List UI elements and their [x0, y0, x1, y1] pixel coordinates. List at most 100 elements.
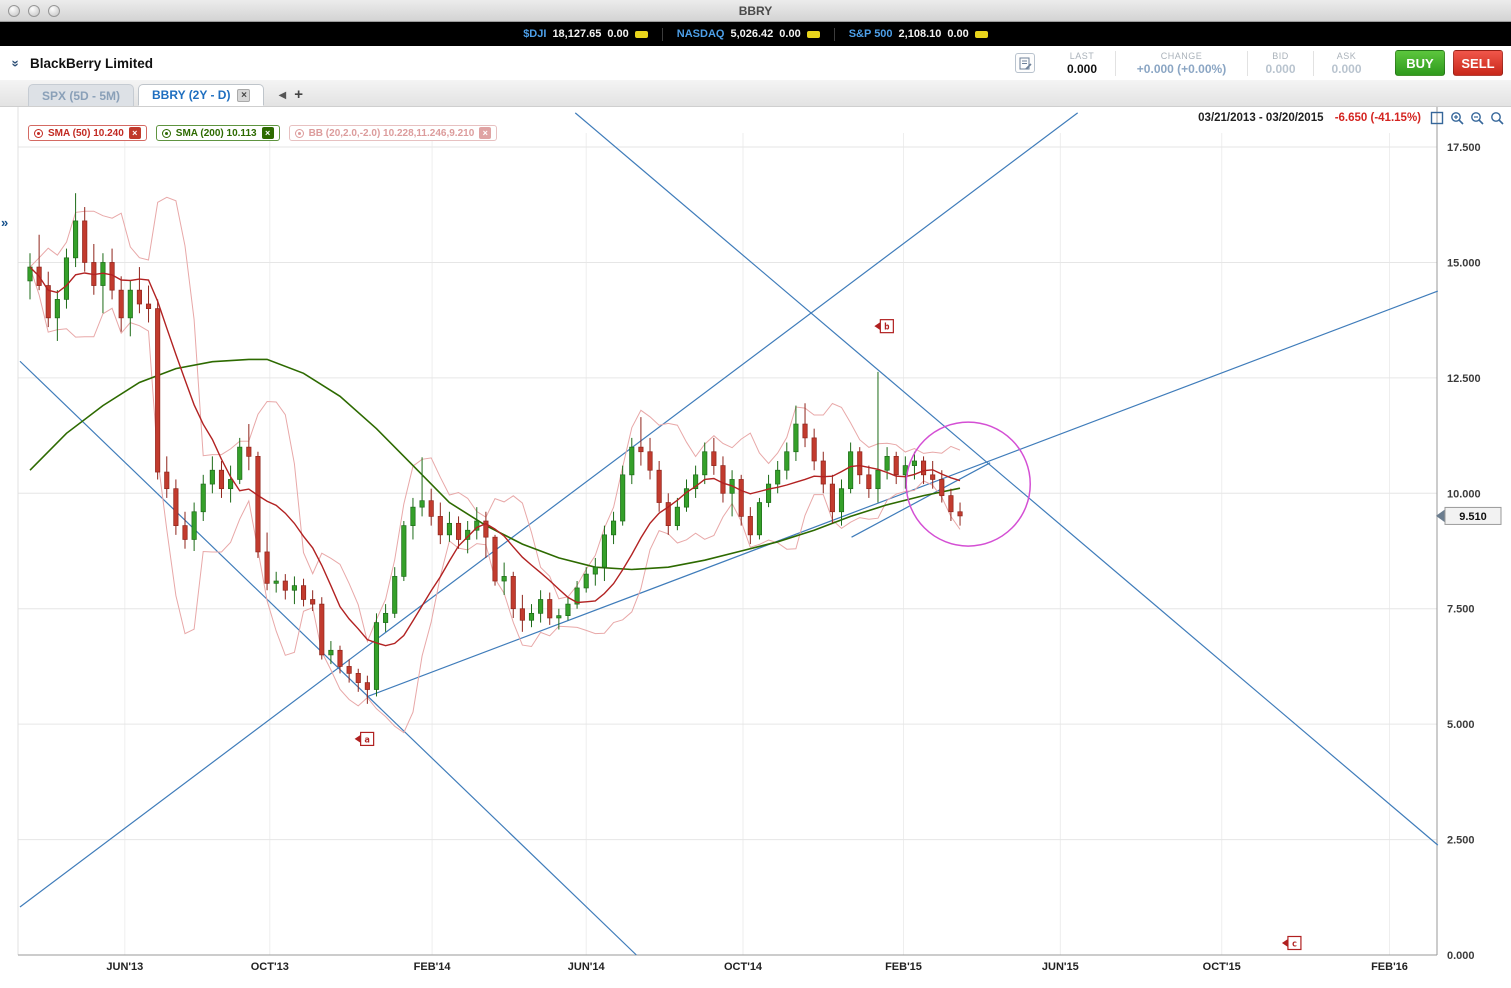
change-indicator-badge [634, 30, 648, 38]
indicator-chip-bollinger[interactable]: BB (20,2.0,-2.0) 10.228,11.246,9.210 × [288, 125, 498, 141]
time-axis-labels: JUN'13 OCT'13 FEB'14 JUN'14 OCT'14 FEB'15 JUN'… [106, 961, 1408, 973]
selection-zoom-icon[interactable] [1429, 110, 1445, 126]
remove-indicator-icon[interactable]: × [128, 127, 141, 139]
tab-scroll-left-icon[interactable]: ◀ [278, 90, 287, 101]
bollinger-bands [29, 196, 961, 734]
svg-text:10.000: 10.000 [1447, 488, 1481, 500]
ticker-dji: $DJI 18,127.65 0.00 [509, 28, 662, 40]
circle-annotation[interactable] [905, 421, 1031, 547]
minimize-window-button[interactable] [28, 4, 40, 17]
svg-text:17.500: 17.500 [1447, 142, 1481, 154]
expand-panel-icon[interactable]: » [1, 215, 9, 230]
price-chart[interactable]: a b c 9.510 17.500 15.000 12.500 10.000 7.500 5.0… [0, 107, 1511, 988]
divider [661, 27, 663, 41]
buy-button[interactable]: BUY [1395, 50, 1445, 76]
index-value: 2,108.10 [898, 28, 942, 40]
last-value: 0.000 [1066, 61, 1098, 76]
svg-text:JUN'15: JUN'15 [1042, 961, 1079, 973]
quote-area: LAST 0.000 CHANGE +0.000 (+0.00%) BID 0.… [1015, 50, 1503, 76]
svg-text:b: b [884, 323, 890, 333]
date-range: 03/21/2013 - 03/20/2015 [1198, 112, 1324, 124]
quote-change: CHANGE +0.000 (+0.00%) [1115, 50, 1247, 76]
svg-text:OCT'14: OCT'14 [724, 961, 763, 973]
svg-text:OCT'15: OCT'15 [1203, 961, 1241, 973]
svg-text:9.510: 9.510 [1459, 511, 1487, 523]
svg-text:7.500: 7.500 [1447, 604, 1475, 616]
svg-text:FEB'16: FEB'16 [1371, 961, 1408, 973]
svg-text:JUN'13: JUN'13 [106, 961, 143, 973]
change-indicator-badge [806, 30, 820, 38]
chart-area: a b c 9.510 17.500 15.000 12.500 10.000 7.500 5.0… [0, 106, 1511, 988]
svg-text:12.500: 12.500 [1447, 373, 1481, 385]
order-ticket-icon[interactable] [1015, 53, 1035, 73]
zoom-in-icon[interactable] [1449, 110, 1465, 126]
date-range-label: 03/21/2013 - 03/20/2015 -6.650 (-41.15%) [1198, 112, 1421, 124]
index-change: 0.00 [607, 28, 629, 40]
window-titlebar: BBRY [0, 0, 1511, 22]
svg-text:15.000: 15.000 [1447, 257, 1481, 269]
svg-text:0.000: 0.000 [1447, 950, 1475, 962]
bid-value: 0.000 [1265, 61, 1296, 76]
svg-text:c: c [1292, 939, 1297, 949]
wave-markers[interactable]: a b c [354, 319, 1302, 951]
close-window-button[interactable] [8, 4, 20, 17]
remove-indicator-icon[interactable]: × [479, 127, 492, 139]
add-tab-button[interactable]: + [294, 86, 303, 103]
window-title: BBRY [738, 3, 773, 18]
svg-text:FEB'14: FEB'14 [414, 961, 452, 973]
change-value: +0.000 (+0.00%) [1136, 61, 1227, 76]
trendlines[interactable] [19, 112, 1439, 956]
tab-label: BBRY (2Y - D) [152, 88, 231, 102]
range-change: -6.650 (-41.15%) [1334, 112, 1421, 124]
indicator-dot-icon [34, 128, 43, 138]
indicator-label: SMA (200) 10.113 [175, 127, 257, 139]
index-value: 5,026.42 [730, 28, 774, 40]
indicator-dot-icon [294, 128, 304, 138]
tab-spx[interactable]: SPX (5D - 5M) [28, 84, 135, 106]
chart-grid [17, 107, 1438, 956]
svg-text:5.000: 5.000 [1447, 719, 1475, 731]
svg-text:JUN'14: JUN'14 [568, 961, 606, 973]
ask-label: ASK [1336, 50, 1357, 61]
svg-text:2.500: 2.500 [1447, 835, 1475, 847]
bid-label: BID [1272, 50, 1289, 61]
indicator-chip-sma50[interactable]: SMA (50) 10.240 × [28, 125, 147, 141]
last-label: LAST [1069, 50, 1095, 61]
indicator-chip-sma200[interactable]: SMA (200) 10.113 × [155, 125, 280, 141]
last-price-tag: 9.510 [1436, 506, 1502, 525]
tab-bbry[interactable]: BBRY (2Y - D) × [138, 84, 265, 106]
close-tab-icon[interactable]: × [237, 88, 251, 102]
index-ticker-bar: $DJI 18,127.65 0.00 NASDAQ 5,026.42 0.00… [0, 22, 1511, 46]
symbol-header: » BlackBerry Limited LAST 0.000 CHANGE +… [0, 46, 1511, 80]
price-axis-labels: 17.500 15.000 12.500 10.000 7.500 5.000 2.500 0… [1447, 142, 1481, 962]
sell-button[interactable]: SELL [1453, 50, 1503, 76]
index-value: 18,127.65 [552, 28, 602, 40]
svg-text:a: a [364, 735, 369, 745]
tab-label: SPX (5D - 5M) [42, 88, 121, 103]
indicator-label: SMA (50) 10.240 [48, 127, 124, 139]
quote-ask: ASK 0.000 [1313, 50, 1379, 76]
symbol-name: BlackBerry Limited [30, 55, 154, 71]
indicator-label: BB (20,2.0,-2.0) 10.228,11.246,9.210 [308, 127, 475, 139]
divider [833, 27, 835, 41]
zoom-out-icon[interactable] [1469, 110, 1485, 126]
sma50-line [29, 266, 961, 647]
index-label: S&P 500 [848, 28, 893, 40]
collapse-header-icon[interactable]: » [8, 59, 24, 67]
traffic-lights [8, 4, 60, 17]
candles [27, 193, 963, 704]
index-change: 0.00 [947, 28, 969, 40]
quote-last: LAST 0.000 [1049, 51, 1115, 76]
index-change: 0.00 [779, 28, 801, 40]
ticker-sp500: S&P 500 2,108.10 0.00 [835, 28, 1002, 40]
zoom-window-button[interactable] [48, 4, 60, 17]
svg-text:FEB'15: FEB'15 [885, 961, 922, 973]
quote-bid: BID 0.000 [1247, 50, 1313, 76]
remove-indicator-icon[interactable]: × [261, 127, 274, 139]
zoom-toolbar [1429, 110, 1505, 126]
indicator-dot-icon [161, 128, 171, 138]
ask-value: 0.000 [1331, 61, 1362, 76]
index-label: NASDAQ [676, 28, 725, 40]
zoom-reset-icon[interactable] [1489, 110, 1505, 126]
svg-text:OCT'13: OCT'13 [251, 961, 289, 973]
